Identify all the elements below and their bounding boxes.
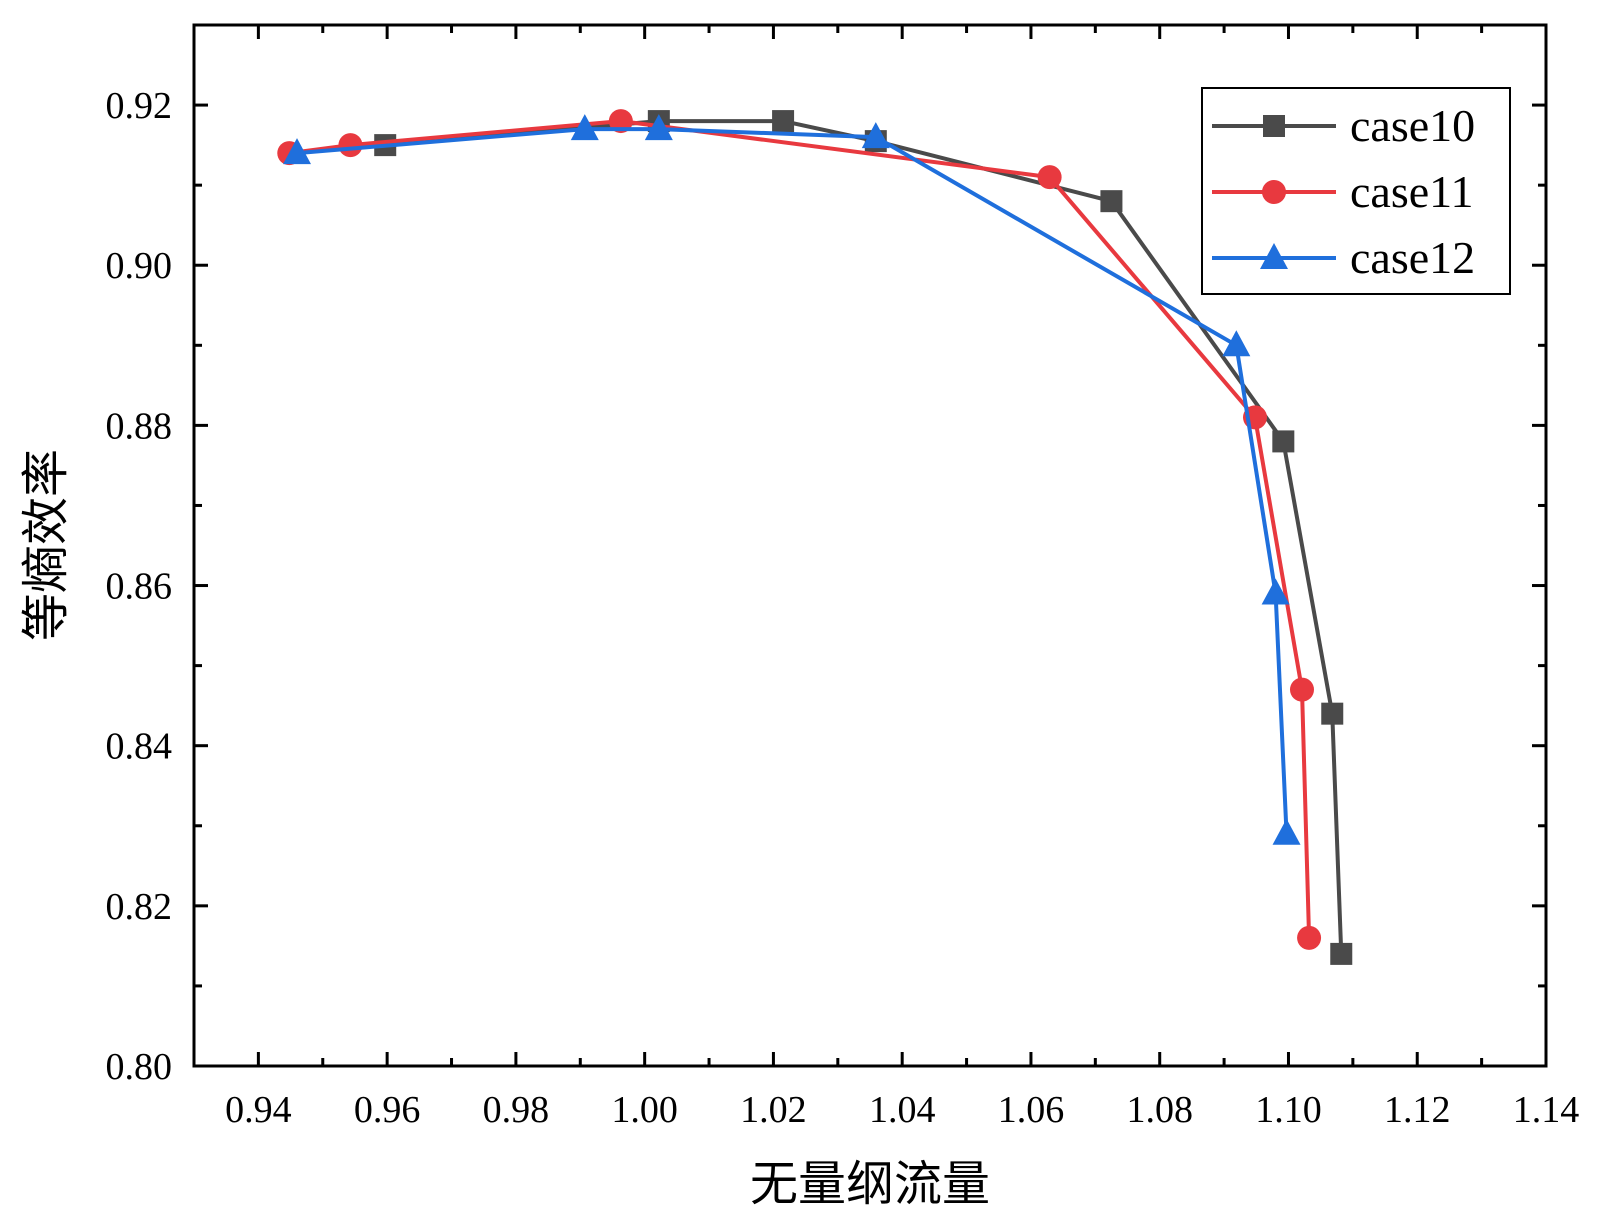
y-tick-label: 0.80 [106, 1046, 173, 1088]
x-tick-label: 0.96 [354, 1089, 421, 1131]
plot-area-frame [192, 23, 1548, 1068]
series-layer [277, 109, 1353, 965]
data-point-case12 [861, 122, 890, 149]
x-tick-label: 1.00 [611, 1089, 678, 1131]
data-point-case12 [570, 114, 599, 141]
data-point-case12 [1272, 818, 1301, 845]
legend-marker-case11 [1262, 180, 1286, 204]
legend-label-case12: case12 [1350, 232, 1475, 283]
data-point-case10 [1272, 430, 1295, 453]
x-axis-title: 无量纲流量 [750, 1156, 990, 1212]
series-case12 [283, 114, 1301, 845]
x-tick-label: 1.06 [998, 1089, 1065, 1131]
data-point-case10 [772, 110, 795, 133]
legend-label-case10: case10 [1350, 100, 1475, 151]
data-point-case11 [1289, 677, 1314, 702]
y-tick-label: 0.82 [106, 886, 173, 928]
data-point-case12 [1261, 578, 1290, 605]
data-point-case10 [1100, 190, 1123, 213]
legend-marker-case12 [1260, 243, 1288, 269]
legend-label-case11: case11 [1350, 166, 1473, 217]
y-tick-label: 0.86 [106, 566, 173, 608]
data-point-case11 [608, 109, 633, 134]
y-tick-label: 0.90 [106, 245, 173, 287]
data-point-case12 [1222, 330, 1251, 357]
x-tick-label: 1.14 [1513, 1089, 1580, 1131]
y-tick-label: 0.88 [106, 405, 173, 447]
data-point-case10 [1330, 942, 1353, 965]
y-tick-label: 0.92 [106, 85, 173, 127]
x-tick-label: 0.94 [225, 1089, 292, 1131]
data-point-case11 [1297, 925, 1322, 950]
data-point-case10 [1321, 702, 1344, 725]
x-tick-label: 1.10 [1255, 1089, 1322, 1131]
data-point-case12 [283, 138, 312, 165]
x-tick-label: 1.08 [1126, 1089, 1193, 1131]
legend-marker-case10 [1263, 115, 1285, 137]
x-tick-label: 1.04 [869, 1089, 936, 1131]
x-tick-labels: 0.94 0.96 0.98 1.00 1.02 1.04 1.06 1.08 1.10 1.12… [225, 1089, 1579, 1131]
legend: case10 case11 case12 [1201, 87, 1511, 295]
y-tick-label: 0.84 [106, 726, 173, 768]
series-case11 [277, 109, 1322, 950]
x-tick-label: 0.98 [483, 1089, 550, 1131]
y-tick-labels: 0.80 0.82 0.84 0.86 0.88 0.90 0.92 [106, 85, 173, 1088]
data-point-case11 [1037, 165, 1062, 190]
data-point-case12 [644, 114, 673, 141]
x-tick-label: 1.02 [740, 1089, 807, 1131]
y-axis-title: 等熵效率 [18, 449, 74, 641]
x-tick-label: 1.12 [1384, 1089, 1451, 1131]
data-point-case11 [338, 133, 363, 158]
